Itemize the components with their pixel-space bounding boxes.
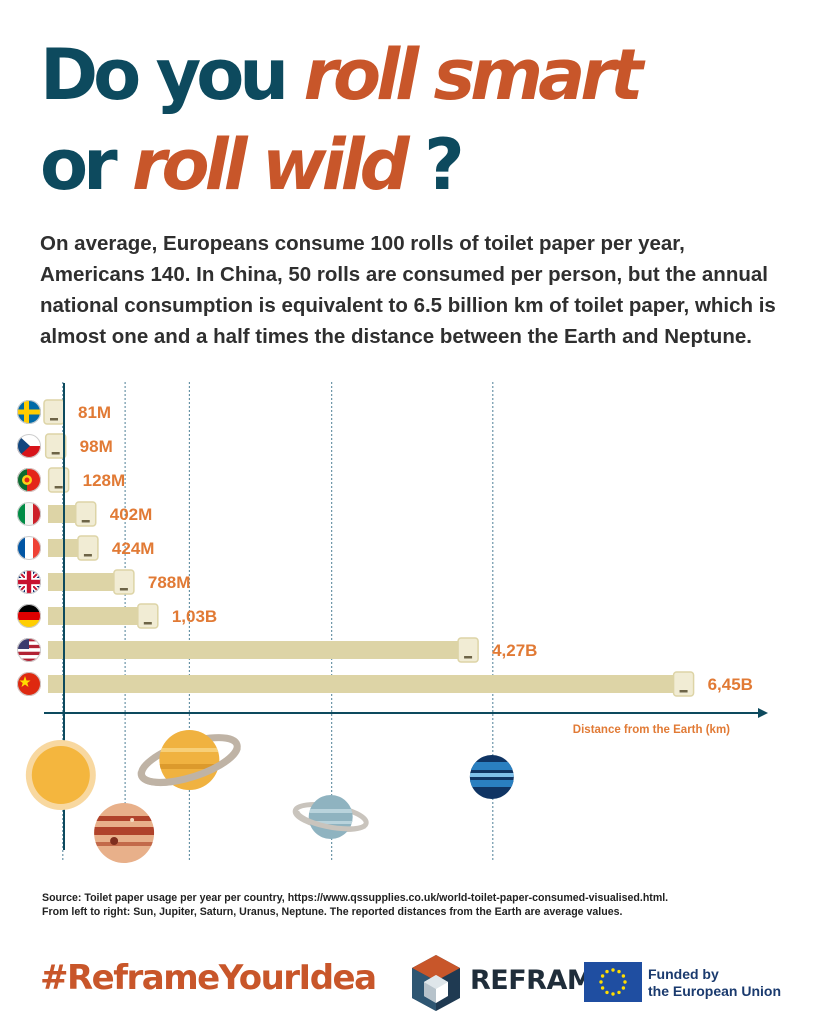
bar-united-kingdom [48,569,135,595]
value-label-italy: 402M [110,505,153,524]
roll-end-france [77,535,99,561]
funded-line-2: the European Union [648,983,781,999]
value-label-united-states: 4,27B [492,641,537,660]
title-question-mark: ? [424,124,465,206]
roll-core-france [83,554,92,557]
flag-united-states-icon [17,638,41,662]
planets-group [25,730,514,863]
roll-core-czech-republic [51,452,60,455]
x-axis-label: Distance from the Earth (km) [573,724,730,736]
bar-china [48,671,695,697]
roll-end-italy [74,501,97,527]
value-label-france: 424M [112,539,155,558]
bar-strip-germany [48,607,150,625]
title-accent-roll-wild: roll wild [132,124,410,206]
eu-flag-icon [584,962,642,1002]
country-flags [17,400,41,696]
intro-paragraph: On average, Europeans consume 100 rolls … [40,232,776,348]
roll-end-germany [137,603,159,629]
title-line-2: or roll wild ? [40,130,465,200]
bar-strip-united-states [48,641,471,659]
bar-portugal [47,467,70,493]
roll-core-united-kingdom [119,588,128,591]
value-label-china: 6,45B [708,675,753,694]
flag-germany-icon [17,604,41,628]
source-line-1: Source: Toilet paper usage per year per … [42,892,669,904]
roll-core-portugal [54,486,63,489]
bar-united-states [48,637,479,663]
planet-uranus [292,795,369,839]
toilet-paper-distance-chart: 81M 98M 128M 402M 424M 788M 1,03B 4,27B 6,45B Di… [17,382,768,863]
value-label-sweden: 81M [78,403,111,422]
eu-funding-note: Funded by the European Union [648,966,781,1000]
flag-czech-republic-icon [17,434,41,458]
title-accent-roll-smart: roll smart [303,34,644,116]
roll-core-italy [81,520,90,523]
value-label-portugal: 128M [83,471,126,490]
planet-sun [25,740,96,810]
value-label-czech-republic: 98M [80,437,113,456]
roll-core-germany [143,622,152,625]
value-labels: 81M 98M 128M 402M 424M 788M 1,03B 4,27B 6,45B [78,403,753,694]
source-line-2: From left to right: Sun, Jupiter, Saturn… [42,906,623,918]
bar-czech-republic [44,433,67,459]
roll-core-china [679,690,688,693]
funded-line-1: Funded by [648,966,719,982]
bar-strip-united-kingdom [48,573,126,591]
title-plain-or: or [40,124,118,206]
roll-end-china [672,671,695,697]
title-line-1: Do you roll smart [40,40,643,110]
roll-core-united-states [464,656,473,659]
roll-end-united-kingdom [113,569,135,595]
reframe-logo-icon [412,955,460,1011]
flag-italy-icon [17,502,41,526]
title-plain-text: Do you [40,34,289,116]
x-axis-arrow [758,708,768,718]
bars-group [43,399,695,697]
bar-sweden [43,399,65,425]
roll-core-sweden [50,418,59,421]
bar-strip-china [48,675,686,693]
planet-saturn [137,730,241,790]
value-label-united-kingdom: 788M [148,573,191,592]
bar-italy [48,501,97,527]
value-label-germany: 1,03B [172,607,217,626]
planet-neptune [469,755,514,799]
hashtag: #ReframeYourIdea [40,958,377,998]
bar-germany [48,603,159,629]
bar-france [48,535,99,561]
source-note: Source: Toilet paper usage per year per … [42,891,802,919]
roll-end-czech-republic [44,433,67,459]
roll-end-united-states [457,637,479,663]
planet-jupiter [94,803,155,863]
flag-france-icon [17,536,41,560]
